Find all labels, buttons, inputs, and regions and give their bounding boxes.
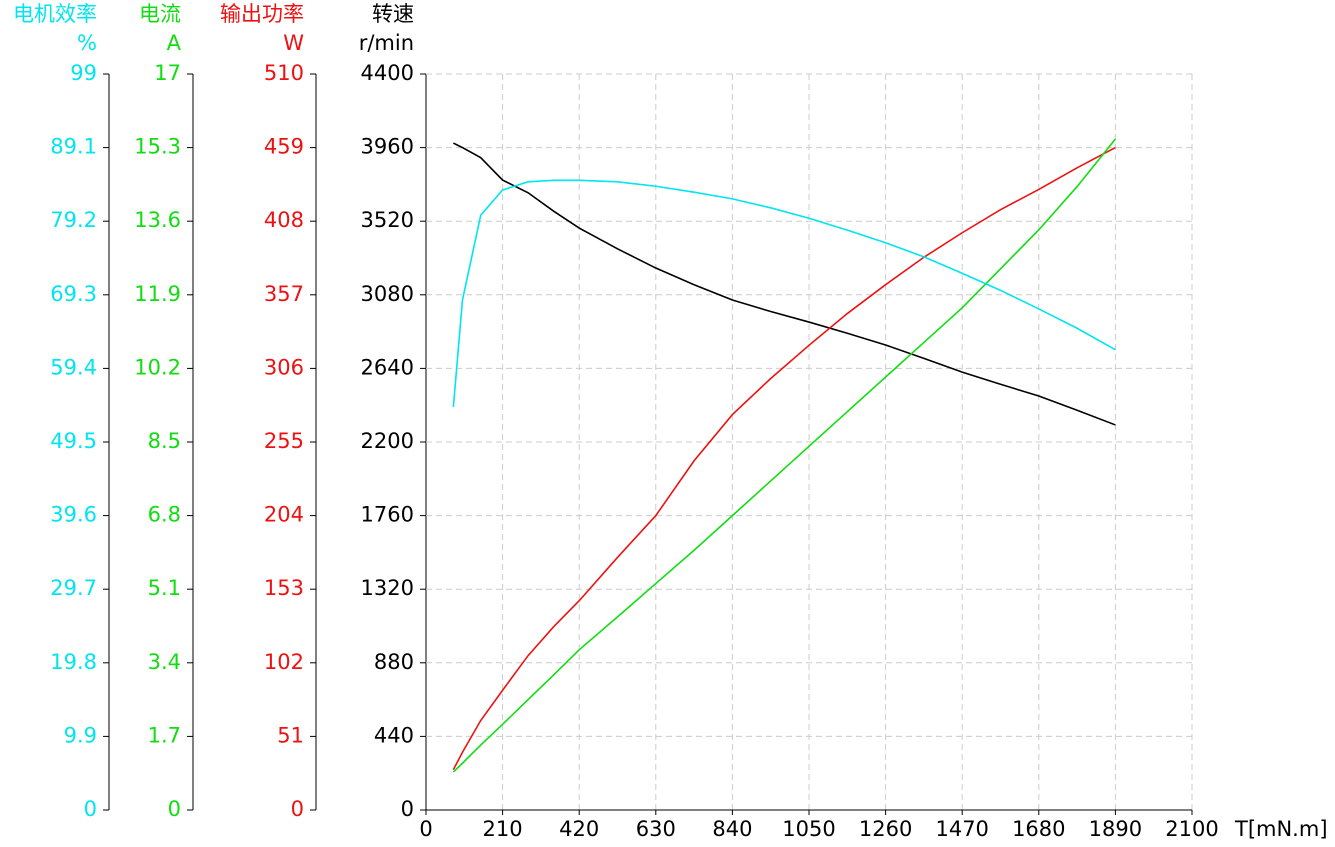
x-tick-label: 1470 [935, 817, 988, 841]
y-tick-label: 79.2 [50, 208, 97, 232]
series-line [452, 138, 1117, 773]
y-tick-label: 3520 [361, 208, 414, 232]
axis-title: 电机效率 [13, 2, 97, 26]
y-tick-label: 69.3 [50, 282, 97, 306]
y-tick-label: 153 [264, 576, 304, 600]
y-tick-label: 49.5 [50, 429, 97, 453]
y-tick-label: 1.7 [148, 723, 181, 747]
y-tick-label: 89.1 [50, 135, 97, 159]
y-tick-label: 459 [264, 135, 304, 159]
y-tick-label: 0 [401, 797, 414, 821]
y-tick-label: 19.8 [50, 650, 97, 674]
y-tick-label: 1760 [361, 503, 414, 527]
series-line [452, 146, 1116, 770]
y-tick-label: 59.4 [50, 355, 97, 379]
y-tick-label: 408 [264, 208, 304, 232]
y-tick-label: 102 [264, 650, 304, 674]
y-tick-label: 510 [264, 61, 304, 85]
y-tick-label: 880 [374, 650, 414, 674]
series-line [453, 142, 1116, 426]
axis-unit: % [77, 31, 97, 55]
axis-title: 输出功率 [220, 2, 304, 26]
y-tick-label: 255 [264, 429, 304, 453]
y-tick-label: 8.5 [148, 429, 181, 453]
axis-unit: W [283, 31, 304, 55]
y-tick-label: 39.6 [50, 503, 97, 527]
y-tick-label: 10.2 [134, 355, 181, 379]
y-tick-label: 2200 [361, 429, 414, 453]
y-tick-label: 15.3 [134, 135, 181, 159]
y-tick-label: 3960 [361, 135, 414, 159]
y-tick-label: 13.6 [134, 208, 181, 232]
x-tick-label: 1260 [859, 817, 912, 841]
y-tick-label: 0 [168, 797, 181, 821]
y-tick-label: 2640 [361, 355, 414, 379]
x-tick-label: 420 [559, 817, 599, 841]
x-tick-label: 1680 [1012, 817, 1065, 841]
y-tick-label: 11.9 [134, 282, 181, 306]
y-tick-label: 440 [374, 723, 414, 747]
y-tick-label: 5.1 [148, 576, 181, 600]
x-tick-label: 840 [712, 817, 752, 841]
y-tick-label: 306 [264, 355, 304, 379]
x-axis-label: T[mN.m] [1234, 817, 1328, 841]
y-tick-label: 0 [84, 797, 97, 821]
y-tick-label: 357 [264, 282, 304, 306]
y-tick-label: 51 [277, 723, 304, 747]
y-tick-label: 1320 [361, 576, 414, 600]
y-tick-label: 17 [154, 61, 181, 85]
y-tick-label: 204 [264, 503, 304, 527]
y-tick-label: 99 [70, 61, 97, 85]
y-tick-label: 9.9 [64, 723, 97, 747]
axis-unit: r/min [359, 31, 414, 55]
x-tick-label: 210 [483, 817, 523, 841]
axis-title: 电流 [139, 2, 181, 26]
y-tick-label: 3.4 [148, 650, 181, 674]
axis-unit: A [167, 31, 182, 55]
x-tick-label: 1050 [782, 817, 835, 841]
y-tick-label: 4400 [361, 61, 414, 85]
y-tick-label: 3080 [361, 282, 414, 306]
x-tick-label: 1890 [1089, 817, 1142, 841]
x-tick-label: 630 [636, 817, 676, 841]
y-tick-label: 0 [291, 797, 304, 821]
axis-title: 转速 [372, 2, 414, 26]
series-line [452, 179, 1116, 408]
y-tick-label: 6.8 [148, 503, 181, 527]
y-tick-label: 29.7 [50, 576, 97, 600]
x-tick-label: 0 [419, 817, 432, 841]
x-tick-label: 2100 [1165, 817, 1218, 841]
